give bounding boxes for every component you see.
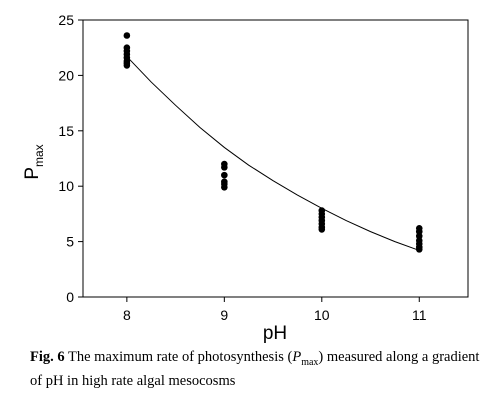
y-axis-label-sub: max	[32, 144, 46, 167]
caption-text-after: ) measured along a gradient of pH in hig…	[30, 349, 480, 389]
y-axis-label-main: P	[22, 167, 43, 180]
figure-caption: Fig. 6 The maximum rate of photosynthesi…	[30, 348, 485, 390]
y-tick-label: 0	[66, 289, 74, 305]
figure-label: Fig. 6	[30, 349, 65, 365]
y-tick-label: 25	[58, 12, 74, 28]
caption-text-before: The maximum rate of photosynthesis (	[68, 349, 293, 365]
caption-symbol-sub: max	[301, 356, 319, 368]
data-point	[318, 226, 326, 233]
y-tick-label: 10	[58, 178, 74, 194]
caption-symbol: P	[292, 349, 302, 365]
fit-curve	[126, 56, 420, 251]
y-axis-label: Pmax	[22, 144, 46, 179]
svg-text:Pmax: Pmax	[22, 144, 46, 179]
x-tick-label: 9	[220, 307, 228, 323]
plot-area	[82, 19, 469, 298]
data-point	[221, 184, 228, 191]
data-point	[221, 164, 228, 171]
data-point	[221, 171, 228, 179]
y-tick-label: 20	[58, 67, 74, 83]
y-tick-label: 15	[58, 123, 74, 139]
y-tick-label: 5	[66, 234, 74, 250]
data-point	[123, 32, 131, 39]
data-point	[415, 246, 423, 253]
x-axis-label: pH	[263, 323, 287, 344]
data-point	[123, 62, 131, 69]
x-tick-label: 10	[314, 307, 330, 323]
x-tick-label: 8	[123, 307, 131, 323]
chart: 8 9 10 11 0 5 10 15 20 25 pH Pmax	[22, 12, 469, 344]
x-tick-label: 11	[412, 307, 427, 323]
